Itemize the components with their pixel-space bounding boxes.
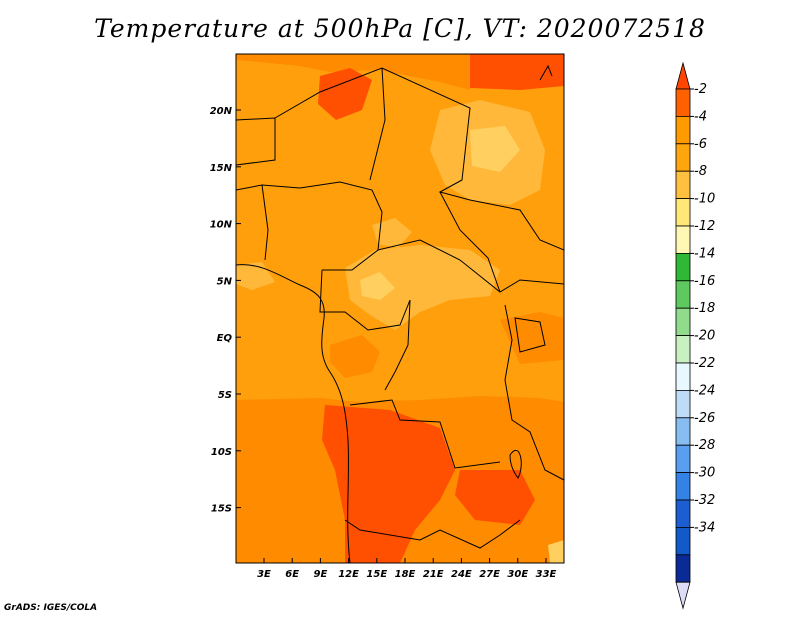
colorbar-label: -32: [694, 493, 715, 508]
lat-tick-label: 5N: [217, 276, 233, 287]
colorbar-label: -18: [694, 301, 715, 316]
colorbar-swatch: [675, 554, 691, 583]
colorbar-swatch: [675, 444, 691, 474]
field-hot-region: [318, 68, 372, 120]
lat-tick-label: 15N: [210, 163, 233, 174]
lon-tick-label: 33E: [536, 569, 557, 580]
lon-tick-label: 6E: [285, 569, 299, 580]
field-hot-region: [455, 470, 535, 525]
map-frame: [235, 53, 565, 564]
colorbar-label: -20: [694, 329, 715, 344]
country-border: [469, 199, 564, 251]
colorbar-swatch: [675, 170, 691, 199]
colorbar-swatch: [675, 88, 691, 117]
temperature-field: [236, 54, 564, 563]
country-borders: [236, 64, 564, 563]
country-border: [349, 399, 501, 469]
colorbar-swatch: [675, 389, 691, 419]
colorbar-label: -6: [694, 137, 707, 152]
lon-tick-label: 9E: [314, 569, 328, 580]
field-cool-region: [372, 218, 412, 248]
country-border: [539, 64, 553, 81]
country-border: [369, 67, 386, 181]
latitude-axis: 20N 15N 10N 5N EQ 5S 10S 15S: [210, 106, 241, 515]
country-border: [509, 449, 522, 479]
country-border: [439, 191, 501, 293]
country-border: [344, 519, 521, 549]
lon-tick-label: 21E: [423, 569, 444, 580]
lat-tick-label: 15S: [211, 504, 232, 515]
colorbar-swatch: [675, 252, 691, 282]
colorbar-label: -2: [694, 82, 707, 97]
colorbar-label: -24: [694, 383, 715, 398]
field-cooler-region: [360, 272, 395, 300]
longitude-axis: 3E 6E 9E 12E 15E 18E 21E 24E 27E 30E 33E: [257, 558, 557, 580]
field-hot-region: [470, 54, 564, 90]
colorbar-swatch: [675, 143, 691, 172]
lon-tick-label: 3E: [257, 569, 271, 580]
country-border: [384, 299, 411, 391]
colorbar-bottom-arrow: [675, 581, 691, 610]
colorbar-top-arrow: [675, 61, 691, 90]
colorbar-label: -30: [694, 466, 715, 481]
footer-credit: GrADS: IGES/COLA: [4, 603, 98, 613]
country-border: [261, 184, 269, 261]
lon-tick-label: 24E: [451, 569, 472, 580]
field-hot-region: [322, 405, 455, 563]
country-border: [236, 181, 383, 271]
colorbar-label: -14: [694, 246, 715, 261]
colorbar-swatch: [675, 307, 691, 337]
colorbar-label: -12: [694, 219, 715, 234]
lon-tick-label: 18E: [395, 569, 416, 580]
colorbar-swatch: [675, 225, 691, 254]
field-cooler-region: [470, 126, 520, 172]
colorbar-swatch: [675, 280, 691, 309]
country-border: [377, 239, 564, 293]
country-border: [504, 304, 564, 481]
lat-tick-label: 5S: [218, 390, 232, 401]
colorbar-swatch: [675, 527, 691, 556]
colorbar: -2 -4 -6 -8 -10 -12 -14 -16 -18 -20 -22 -24 -26 -28 -3…: [675, 61, 715, 610]
colorbar-label: -16: [694, 274, 715, 289]
colorbar-swatch: [675, 335, 691, 364]
colorbar-label: -26: [694, 411, 715, 426]
lon-tick-label: 15E: [366, 569, 387, 580]
lat-tick-label: EQ: [217, 333, 233, 344]
lat-tick-label: 20N: [210, 106, 233, 117]
colorbar-label: -4: [694, 109, 707, 124]
country-border: [514, 317, 546, 353]
country-border: [319, 269, 411, 331]
field-cool-region: [345, 245, 500, 330]
field-warm-region: [236, 54, 470, 90]
colorbar-swatch: [675, 472, 691, 501]
lat-tick-label: 10N: [210, 220, 233, 231]
lon-tick-label: 30E: [507, 569, 528, 580]
lat-tick-label: 10S: [211, 447, 232, 458]
coastline: [236, 264, 351, 563]
colorbar-label: -10: [694, 192, 715, 207]
colorbar-swatch: [675, 499, 691, 528]
colorbar-label: -8: [694, 164, 707, 179]
chart-title: Temperature at 500hPa [C], VT: 202007251…: [94, 14, 706, 43]
colorbar-swatch: [675, 198, 691, 227]
colorbar-swatch: [675, 362, 691, 391]
lon-tick-label: 27E: [479, 569, 500, 580]
colorbar-swatch: [675, 116, 691, 145]
field-warm-region: [330, 335, 380, 378]
field-cooler-region: [548, 540, 564, 563]
country-border: [236, 117, 276, 166]
colorbar-swatch: [675, 417, 691, 446]
colorbar-label: -28: [694, 438, 715, 453]
colorbar-label: -22: [694, 356, 715, 371]
lon-tick-label: 12E: [338, 569, 359, 580]
colorbar-label: -34: [694, 520, 715, 535]
